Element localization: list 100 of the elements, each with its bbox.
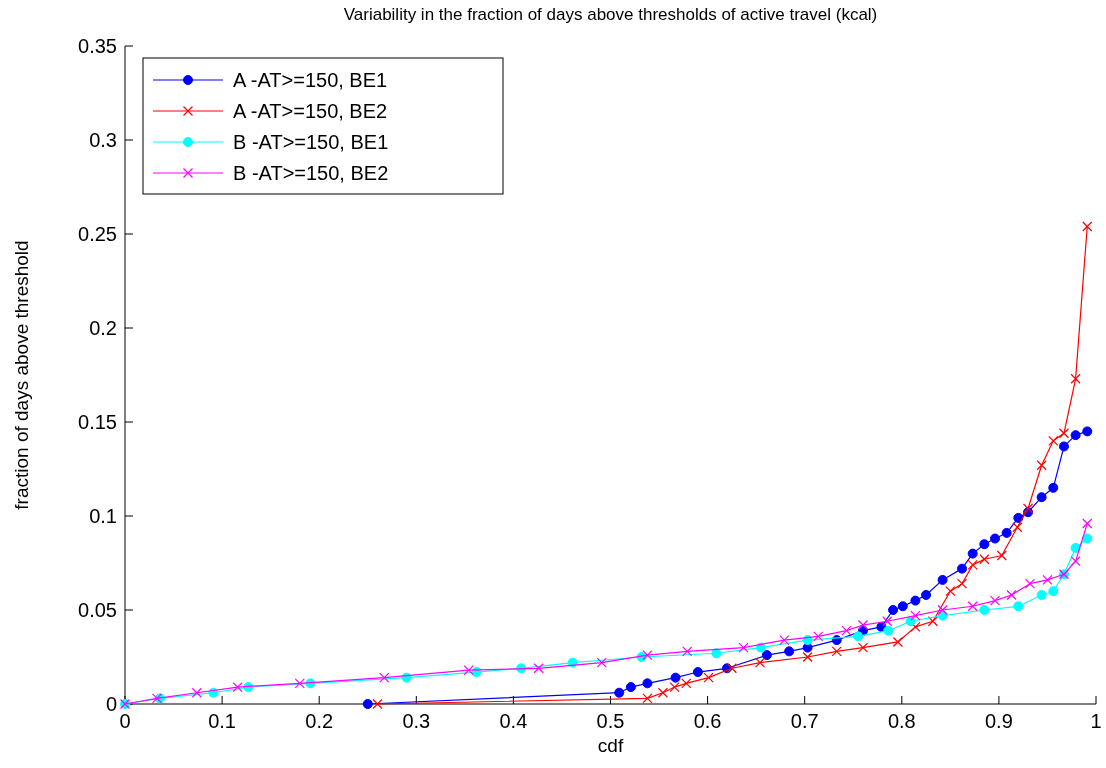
point [910,610,921,621]
point [703,672,714,683]
x-tick-label: 0.5 [596,710,625,732]
point [1006,589,1017,601]
y-tick-label: 0.1 [89,505,117,527]
point [657,687,669,698]
point [967,559,978,570]
point [1013,512,1024,523]
point [1070,430,1081,441]
point [711,648,722,659]
point [883,625,894,636]
point [738,642,749,653]
point [937,604,948,616]
point [1070,373,1081,384]
point [669,681,680,693]
point [996,550,1007,561]
y-axis-title: fraction of days above threshold [11,240,32,510]
point [1048,482,1059,493]
point [1082,221,1093,232]
x-tick-label: 0.1 [208,710,237,732]
point [967,601,978,612]
point [979,539,990,550]
point [921,589,932,600]
point [1042,574,1053,586]
point [892,636,904,648]
point [1070,556,1081,567]
point [956,578,968,589]
x-tick-label: 0.6 [693,710,722,732]
x-tick-label: 0.2 [305,710,334,732]
y-tick-label: 0.15 [78,411,117,433]
x-tick-label: 0.4 [499,710,528,732]
point [1082,533,1093,544]
chart-title: Variability in the fraction of days above thresholds of active travel (kcal) [343,5,878,24]
point [979,554,990,565]
point [1082,518,1093,529]
point [379,672,390,683]
point [726,663,737,674]
x-tick-label: 0.9 [984,710,1013,732]
point [1036,460,1047,471]
point [882,616,893,627]
point [841,625,852,636]
point [813,631,824,642]
point [1012,522,1023,533]
y-tick-label: 0.2 [89,317,117,339]
point [1082,426,1093,437]
point [670,672,681,683]
point [1013,601,1024,612]
x-tick-label: 0 [119,710,131,732]
point [1022,503,1034,514]
point [802,651,813,663]
point [362,699,373,709]
legend-label: A -AT>=150, BE1 [233,69,388,91]
point [945,586,956,597]
point [692,667,703,678]
point [937,574,948,585]
point [642,650,653,661]
point [897,601,908,612]
point [625,682,636,693]
point [1024,578,1036,589]
legend-label: B -AT>=150, BE1 [233,131,389,153]
point [642,693,653,704]
point [779,634,790,646]
point [831,646,842,657]
y-tick-label: 0.35 [78,35,117,57]
point [463,665,474,676]
point [191,687,202,698]
point [1058,441,1069,452]
point [857,642,869,653]
point [761,650,772,661]
point [1058,428,1070,439]
legend-label: B -AT>=150, BE2 [233,162,389,184]
point [372,698,383,710]
point [642,678,653,689]
point [957,563,967,574]
point [905,616,916,627]
point [853,631,864,642]
point [754,657,766,668]
point [910,621,921,633]
point [596,657,607,668]
legend-label: A -AT>=150, BE2 [233,100,388,122]
y-tick-label: 0.05 [78,599,117,621]
point [1036,589,1047,600]
point [784,646,795,657]
point [1036,492,1047,503]
point [989,595,1001,606]
point [681,678,692,689]
point [910,595,921,606]
y-tick-label: 0.3 [89,129,117,151]
point [294,678,305,689]
point [682,646,693,657]
point [1048,435,1059,446]
point [1048,586,1059,597]
x-axis-title: cdf [597,735,624,756]
point [614,687,625,698]
x-tick-label: 1 [1090,710,1102,732]
point [1070,542,1081,553]
point [232,681,243,693]
point [979,605,990,615]
point [533,663,544,674]
point [1001,527,1012,538]
